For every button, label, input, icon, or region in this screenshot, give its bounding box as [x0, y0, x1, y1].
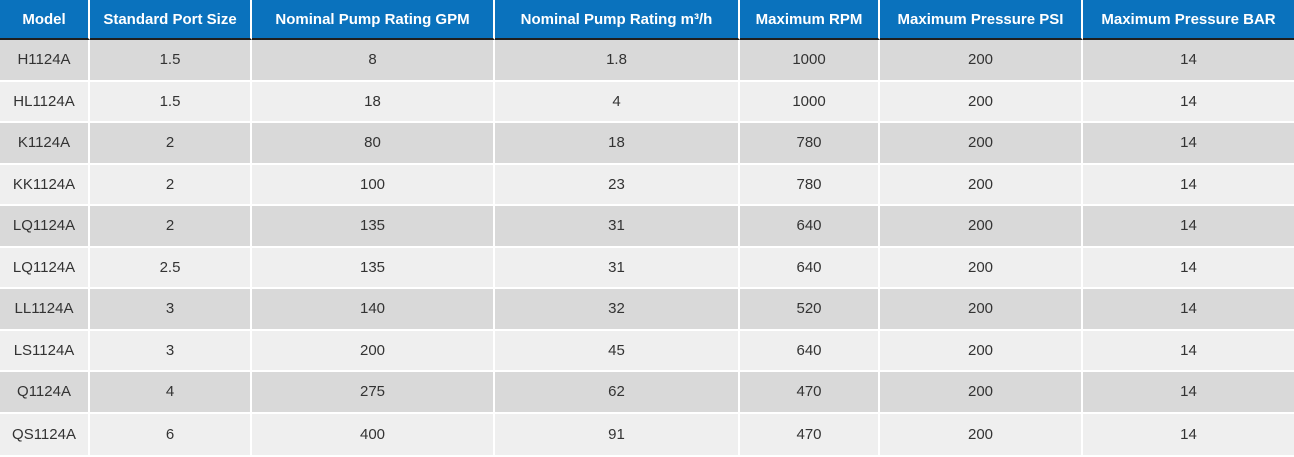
table-row: LL1124A 3 140 32 520 200 14 — [0, 289, 1294, 331]
table-cell: 3 — [90, 330, 252, 372]
table-cell: 14 — [1083, 206, 1294, 248]
table-cell: 200 — [880, 330, 1083, 372]
table-cell: 100 — [252, 164, 495, 206]
table-cell: 4 — [495, 81, 740, 123]
table-cell: 3 — [90, 289, 252, 331]
table-cell: 640 — [740, 330, 880, 372]
table-cell: 31 — [495, 206, 740, 248]
table-cell: 2.5 — [90, 247, 252, 289]
column-header-maximum-rpm: Maximum RPM — [740, 0, 880, 40]
table-row: H1124A 1.5 8 1.8 1000 200 14 — [0, 40, 1294, 82]
column-header-standard-port-size: Standard Port Size — [90, 0, 252, 40]
table-cell: 200 — [880, 372, 1083, 414]
table-cell: 200 — [880, 164, 1083, 206]
table-cell: 14 — [1083, 413, 1294, 455]
column-header-maximum-pressure-psi: Maximum Pressure PSI — [880, 0, 1083, 40]
table-cell: 91 — [495, 413, 740, 455]
table-cell: 780 — [740, 123, 880, 165]
header-row: Model Standard Port Size Nominal Pump Ra… — [0, 0, 1294, 40]
table-cell: 6 — [90, 413, 252, 455]
table-cell: 200 — [880, 206, 1083, 248]
table-cell: 14 — [1083, 123, 1294, 165]
table-cell: LL1124A — [0, 289, 90, 331]
table-cell: 135 — [252, 206, 495, 248]
column-header-nominal-pump-rating-gpm: Nominal Pump Rating GPM — [252, 0, 495, 40]
table-cell: 1.5 — [90, 40, 252, 82]
table-cell: 14 — [1083, 81, 1294, 123]
table-cell: K1124A — [0, 123, 90, 165]
table-cell: 1.5 — [90, 81, 252, 123]
table-row: KK1124A 2 100 23 780 200 14 — [0, 164, 1294, 206]
table-row: HL1124A 1.5 18 4 1000 200 14 — [0, 81, 1294, 123]
table-cell: 470 — [740, 413, 880, 455]
table-cell: KK1124A — [0, 164, 90, 206]
table-row: LS1124A 3 200 45 640 200 14 — [0, 330, 1294, 372]
table-cell: 14 — [1083, 372, 1294, 414]
table-cell: 200 — [880, 40, 1083, 82]
table-cell: 135 — [252, 247, 495, 289]
table-cell: 31 — [495, 247, 740, 289]
table-cell: 8 — [252, 40, 495, 82]
table-cell: 18 — [495, 123, 740, 165]
table-cell: LS1124A — [0, 330, 90, 372]
table-cell: 4 — [90, 372, 252, 414]
table-cell: 200 — [880, 81, 1083, 123]
table-cell: HL1124A — [0, 81, 90, 123]
table-cell: 200 — [880, 413, 1083, 455]
table-row: LQ1124A 2 135 31 640 200 14 — [0, 206, 1294, 248]
table-cell: 470 — [740, 372, 880, 414]
table-cell: 14 — [1083, 40, 1294, 82]
table-cell: 14 — [1083, 164, 1294, 206]
table-body: H1124A 1.5 8 1.8 1000 200 14 HL1124A 1.5 18 4 1000 2… — [0, 40, 1294, 455]
table-cell: 14 — [1083, 289, 1294, 331]
table-cell: 45 — [495, 330, 740, 372]
table-cell: 2 — [90, 123, 252, 165]
table-cell: 2 — [90, 206, 252, 248]
table-cell: Q1124A — [0, 372, 90, 414]
table-cell: QS1124A — [0, 413, 90, 455]
table-cell: 2 — [90, 164, 252, 206]
table-cell: 18 — [252, 81, 495, 123]
table-cell: 1.8 — [495, 40, 740, 82]
table-cell: 1000 — [740, 81, 880, 123]
table-cell: 80 — [252, 123, 495, 165]
table-cell: H1124A — [0, 40, 90, 82]
column-header-nominal-pump-rating-m3h: Nominal Pump Rating m³/h — [495, 0, 740, 40]
table-cell: 14 — [1083, 247, 1294, 289]
table-cell: 400 — [252, 413, 495, 455]
table-cell: LQ1124A — [0, 206, 90, 248]
table-cell: 640 — [740, 247, 880, 289]
table-row: QS1124A 6 400 91 470 200 14 — [0, 413, 1294, 455]
table-cell: 23 — [495, 164, 740, 206]
table-cell: 780 — [740, 164, 880, 206]
table-row: K1124A 2 80 18 780 200 14 — [0, 123, 1294, 165]
table-header: Model Standard Port Size Nominal Pump Ra… — [0, 0, 1294, 40]
table-cell: 14 — [1083, 330, 1294, 372]
table-cell: 32 — [495, 289, 740, 331]
table-cell: 200 — [880, 123, 1083, 165]
table-cell: 520 — [740, 289, 880, 331]
table-cell: 1000 — [740, 40, 880, 82]
table-row: Q1124A 4 275 62 470 200 14 — [0, 372, 1294, 414]
table-cell: 275 — [252, 372, 495, 414]
table-cell: 200 — [252, 330, 495, 372]
table-cell: 200 — [880, 289, 1083, 331]
table-cell: 140 — [252, 289, 495, 331]
table-cell: LQ1124A — [0, 247, 90, 289]
table-cell: 200 — [880, 247, 1083, 289]
table-cell: 62 — [495, 372, 740, 414]
column-header-model: Model — [0, 0, 90, 40]
column-header-maximum-pressure-bar: Maximum Pressure BAR — [1083, 0, 1294, 40]
table-cell: 640 — [740, 206, 880, 248]
table-row: LQ1124A 2.5 135 31 640 200 14 — [0, 247, 1294, 289]
